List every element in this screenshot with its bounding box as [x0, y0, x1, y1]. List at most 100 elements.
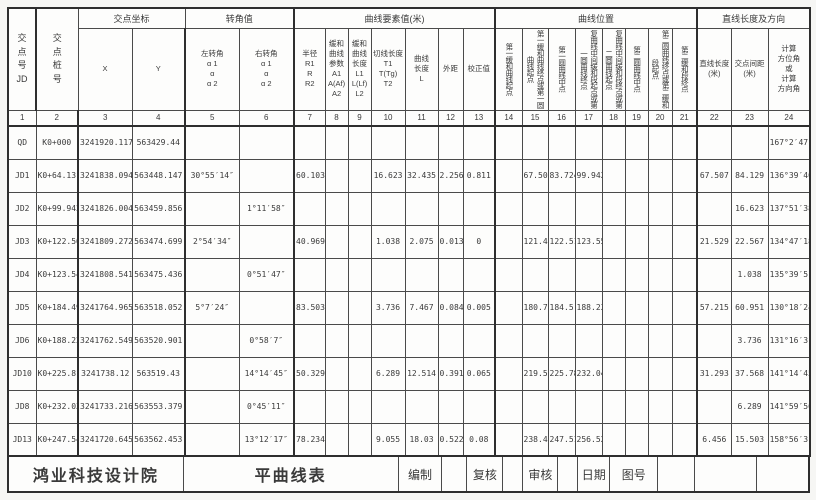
cell-col7: 78.234 — [293, 422, 326, 457]
col-number-4: 4 — [131, 109, 187, 127]
cell-col13 — [462, 389, 497, 424]
checked-by-value — [503, 457, 524, 491]
cell-col9 — [347, 125, 372, 160]
blank-cell-2 — [757, 457, 808, 491]
col-number-22: 22 — [696, 109, 732, 127]
cell-col11: 18.03 — [404, 422, 439, 457]
cell-col3: 3241920.117 — [77, 125, 133, 160]
cell-col20 — [647, 224, 673, 259]
cell-col1: JD6 — [7, 323, 37, 358]
header-x: X — [77, 27, 133, 111]
cell-col2: K0+232.035 — [35, 389, 79, 424]
cell-col23: 16.623 — [730, 191, 769, 226]
cell-col15 — [521, 389, 549, 424]
cell-col10 — [370, 125, 406, 160]
cell-col20 — [647, 290, 673, 325]
cell-col22: 6.456 — [696, 422, 732, 457]
col-number-7: 7 — [293, 109, 326, 127]
cell-col18 — [601, 125, 626, 160]
cell-col9 — [347, 389, 372, 424]
cell-col8 — [324, 257, 349, 292]
cell-col9 — [347, 224, 372, 259]
cell-col21 — [671, 191, 699, 226]
cell-col2: K0+122.509 — [35, 224, 79, 259]
cell-col2: K0+188.228 — [35, 323, 79, 358]
table-row: JD3K0+122.5093241809.272563474.6992°54′3… — [7, 224, 811, 259]
cell-col21 — [671, 290, 699, 325]
header-radius: 半径 R1 R R2 — [293, 27, 326, 111]
col-number-11: 11 — [404, 109, 439, 127]
header-mid-spiral-start: 复曲线中间缓和段起点或第一圆曲线终点 — [574, 27, 603, 111]
cell-col20 — [647, 323, 673, 358]
cell-col18 — [601, 257, 626, 292]
header-ip-spacing: 交点间距 (米) — [730, 27, 769, 111]
header-line-length: 直线长度 (米) — [696, 27, 732, 111]
cell-col2: K0+247.546 — [35, 422, 79, 457]
cell-col23: 3.736 — [730, 323, 769, 358]
header-first-spiral-start: 第一缓和曲线起点 — [494, 27, 523, 111]
header-correction: 校正值 — [462, 27, 497, 111]
cell-col9 — [347, 323, 372, 358]
cell-col17: 232.04 — [574, 356, 603, 391]
cell-col3: 3241720.645 — [77, 422, 133, 457]
cell-col24: 158°56′3″ — [767, 422, 811, 457]
cell-col2: K0+184.498 — [35, 290, 79, 325]
header-curve-length: 曲线 长度 L — [404, 27, 439, 111]
cell-col22 — [696, 125, 732, 160]
col-number-23: 23 — [730, 109, 769, 127]
cell-col16 — [547, 389, 576, 424]
cell-col10: 3.736 — [370, 290, 406, 325]
cell-col21 — [671, 356, 699, 391]
horizontal-curve-table: 交 点 号 JD 交 点 桩 号 交点坐标 转角值 曲线要素值(米) 曲线位置 … — [7, 7, 812, 457]
col-number-18: 18 — [601, 109, 626, 127]
cell-col24: 134°47′18″ — [767, 224, 811, 259]
col-number-16: 16 — [547, 109, 576, 127]
design-institute-name: 鸿业科技设计院 — [9, 457, 184, 491]
col-number-21: 21 — [671, 109, 699, 127]
header-tangent-length: 切线长度 T1 T(Tg) T2 — [370, 27, 406, 111]
cell-col8 — [324, 158, 349, 193]
header-second-circle-end: 第二圆曲线终点或第二缓和段起点 — [647, 27, 673, 111]
header-second-circle-mid: 第二圆曲线中点 — [624, 27, 649, 111]
cell-col15: 67.507 — [521, 158, 549, 193]
cell-col24: 130°18′24″ — [767, 290, 811, 325]
cell-col3: 3241809.272 — [77, 224, 133, 259]
cell-col16 — [547, 257, 576, 292]
header-spiral-length: 缓和 曲线 长度 L1 L(Lf) L2 — [347, 27, 372, 111]
cell-col22: 21.529 — [696, 224, 732, 259]
sheet-title: 平曲线表 — [184, 457, 399, 491]
cell-col6: 1°11′58″ — [238, 191, 296, 226]
table-row: JD5K0+184.4983241764.965563518.0525°7′24… — [7, 290, 811, 325]
cell-col14 — [494, 356, 523, 391]
cell-col8 — [324, 290, 349, 325]
cell-col21 — [671, 257, 699, 292]
cell-col19 — [624, 389, 649, 424]
cell-col17 — [574, 125, 603, 160]
col-number-9: 9 — [347, 109, 372, 127]
cell-col20 — [647, 356, 673, 391]
cell-col10 — [370, 257, 406, 292]
cell-col10 — [370, 389, 406, 424]
cell-col21 — [671, 158, 699, 193]
cell-col12 — [437, 389, 464, 424]
cell-col20 — [647, 158, 673, 193]
header-external-distance: 外距 — [437, 27, 464, 111]
cell-col24: 167°2′47″ — [767, 125, 811, 160]
cell-col5: 30°55′14″ — [184, 158, 240, 193]
col-number-5: 5 — [184, 109, 240, 127]
cell-col3: 3241826.004 — [77, 191, 133, 226]
cell-col8 — [324, 224, 349, 259]
cell-col15: 180.76 — [521, 290, 549, 325]
group-tangent-length-direction: 直线长度及方向 — [696, 7, 811, 29]
cell-col4: 563519.43 — [131, 356, 187, 391]
cell-col12 — [437, 191, 464, 226]
cell-col3: 3241733.216 — [77, 389, 133, 424]
cell-col23: 6.289 — [730, 389, 769, 424]
header-left-angle: 左转角 α 1 α α 2 — [184, 27, 240, 111]
cell-col17 — [574, 191, 603, 226]
cell-col2: K0+123.547 — [35, 257, 79, 292]
cell-col7 — [293, 191, 326, 226]
cell-col20 — [647, 257, 673, 292]
cell-col5 — [184, 389, 240, 424]
